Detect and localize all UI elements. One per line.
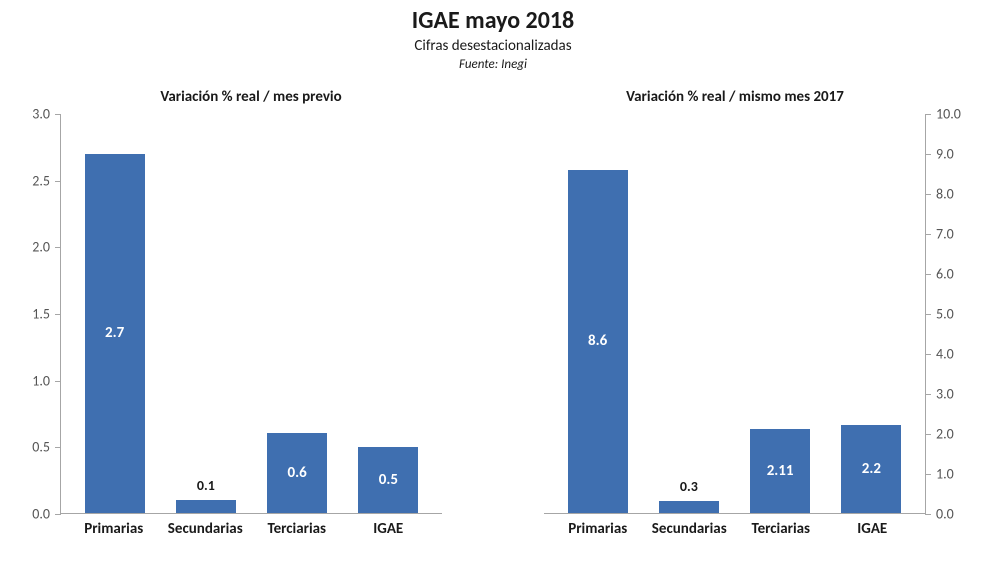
ytick-mark <box>925 234 931 235</box>
ytick-mark <box>925 194 931 195</box>
ytick-mark <box>55 514 61 515</box>
bar-value-label: 2.11 <box>767 462 794 480</box>
chart-right-plot: 0.01.02.03.04.05.06.07.08.09.010.0 8.60.… <box>496 114 974 534</box>
page-subtitle: Cifras desestacionalizadas <box>0 37 986 55</box>
ytick-label: 10.0 <box>930 106 974 123</box>
chart-left: Variación % real / mes previo 0.0 0.5 1.0 1… <box>12 82 490 562</box>
ytick-label: 1.5 <box>12 306 56 323</box>
chart-right-title: Variación % real / mismo mes 2017 <box>496 88 974 106</box>
ytick-mark <box>925 274 931 275</box>
ytick-mark <box>55 181 61 182</box>
bar-slot: 0.3 <box>643 114 734 513</box>
chart-left-area: 2.7 0.1 0.6 0.5 <box>60 114 442 514</box>
bar-slot: 0.5 <box>343 114 434 513</box>
bar-slot: 2.2 <box>826 114 917 513</box>
ytick-mark <box>925 514 931 515</box>
ytick-label: 1.0 <box>930 466 974 483</box>
chart-right-area: 8.6 0.3 2.11 2.2 <box>544 114 926 514</box>
ytick-label: 2.0 <box>12 239 56 256</box>
ytick-label: 6.0 <box>930 266 974 283</box>
bar-value-label: 8.6 <box>588 332 607 350</box>
chart-left-plot: 0.00.51.01.52.02.53.0 2.70.10.60.5 Prima… <box>12 114 490 534</box>
header: IGAE mayo 2018 Cifras desestacionalizada… <box>0 0 986 72</box>
category-label: Primarias <box>552 520 644 538</box>
bar: 8.6 <box>568 170 628 513</box>
ytick-label: 0.0 <box>12 506 56 523</box>
ytick-mark <box>925 394 931 395</box>
bar: 2.7 <box>85 154 145 513</box>
chart-left-categories: PrimariasSecundariasTerciariasIGAE <box>60 520 442 538</box>
ytick-label: 9.0 <box>930 146 974 163</box>
bar-slot: 2.11 <box>735 114 826 513</box>
chart-right-yaxis: 0.01.02.03.04.05.06.07.08.09.010.0 <box>930 114 974 534</box>
ytick-label: 1.0 <box>12 372 56 389</box>
bar-value-label: 2.7 <box>105 324 124 342</box>
ytick-label: 5.0 <box>930 306 974 323</box>
bar: 0.1 <box>176 500 236 513</box>
ytick-mark <box>55 381 61 382</box>
category-label: Secundarias <box>160 520 252 538</box>
ytick-mark <box>925 154 931 155</box>
category-label: IGAE <box>343 520 435 538</box>
bar: 0.6 <box>267 433 327 513</box>
chart-right-categories: PrimariasSecundariasTerciariasIGAE <box>544 520 926 538</box>
chart-right-bars: 8.6 0.3 2.11 2.2 <box>544 114 925 513</box>
category-label: Primarias <box>68 520 160 538</box>
ytick-label: 4.0 <box>930 346 974 363</box>
bar: 0.5 <box>358 447 418 513</box>
ytick-mark <box>925 114 931 115</box>
ytick-mark <box>55 247 61 248</box>
bar: 2.2 <box>841 425 901 513</box>
ytick-label: 8.0 <box>930 186 974 203</box>
ytick-label: 2.5 <box>12 172 56 189</box>
bar-value-label: 0.5 <box>379 471 398 489</box>
bar-value-label: 0.3 <box>680 478 698 495</box>
ytick-mark <box>925 434 931 435</box>
chart-left-title: Variación % real / mes previo <box>12 88 490 106</box>
page-source: Fuente: Inegi <box>0 57 986 72</box>
ytick-label: 0.0 <box>930 506 974 523</box>
bar-value-label: 0.1 <box>197 477 215 494</box>
ytick-mark <box>925 354 931 355</box>
category-label: Terciarias <box>251 520 343 538</box>
charts-row: Variación % real / mes previo 0.0 0.5 1.0 1… <box>0 72 986 562</box>
ytick-mark <box>55 314 61 315</box>
bar-value-label: 0.6 <box>288 464 307 482</box>
bar: 2.11 <box>750 429 810 513</box>
category-label: Terciarias <box>735 520 827 538</box>
chart-right: Variación % real / mismo mes 2017 0.0 1.0… <box>496 82 974 562</box>
chart-left-yaxis: 0.00.51.01.52.02.53.0 <box>12 114 56 534</box>
page-title: IGAE mayo 2018 <box>0 6 986 35</box>
bar-slot: 0.1 <box>160 114 251 513</box>
bar-slot: 0.6 <box>252 114 343 513</box>
bar-slot: 8.6 <box>552 114 643 513</box>
ytick-mark <box>925 314 931 315</box>
ytick-label: 7.0 <box>930 226 974 243</box>
ytick-label: 3.0 <box>12 106 56 123</box>
ytick-label: 0.5 <box>12 439 56 456</box>
category-label: IGAE <box>827 520 919 538</box>
category-label: Secundarias <box>644 520 736 538</box>
bar: 0.3 <box>659 501 719 513</box>
ytick-mark <box>55 447 61 448</box>
ytick-label: 3.0 <box>930 386 974 403</box>
bar-slot: 2.7 <box>69 114 160 513</box>
ytick-label: 2.0 <box>930 426 974 443</box>
ytick-mark <box>925 474 931 475</box>
bar-value-label: 2.2 <box>862 460 881 478</box>
ytick-mark <box>55 114 61 115</box>
chart-left-bars: 2.7 0.1 0.6 0.5 <box>61 114 442 513</box>
